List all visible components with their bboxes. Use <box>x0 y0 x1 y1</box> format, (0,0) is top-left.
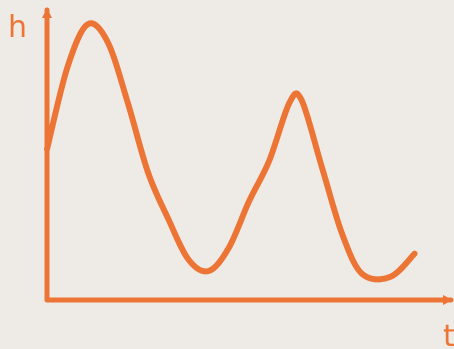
x-axis-label: t <box>443 319 454 349</box>
series-line <box>44 20 418 283</box>
y-axis-label: h <box>8 10 27 45</box>
